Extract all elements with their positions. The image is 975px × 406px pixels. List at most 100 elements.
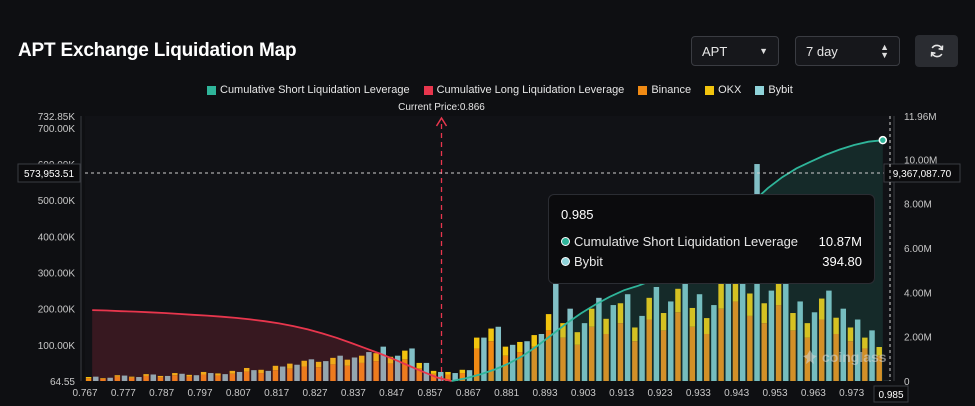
bar-okx [560, 323, 566, 338]
bar-okx [358, 355, 365, 363]
legend-item-long[interactable]: Cumulative Long Liquidation Leverage [423, 84, 625, 96]
tooltip-row: Cumulative Short Liquidation Leverage 10… [561, 234, 862, 249]
bar-binance [560, 337, 566, 381]
left-axis-tick-label: 400.00K [38, 232, 76, 243]
bar-okx [632, 327, 638, 342]
legend-label: Bybit [768, 84, 793, 96]
legend-label: OKX [718, 84, 742, 96]
bar-binance [847, 341, 854, 381]
caret-down-icon: ▼ [759, 46, 768, 56]
updown-icon: ▲ ▼ [880, 42, 889, 60]
bar-okx [200, 371, 207, 375]
bar-okx [157, 375, 164, 378]
bar-okx [488, 328, 494, 342]
bar-okx [502, 346, 509, 356]
bar-binance [157, 377, 164, 381]
bar-binance [833, 333, 839, 381]
bar-okx [315, 361, 322, 368]
x-axis-tick-label: 0.767 [72, 388, 97, 399]
bar-okx [876, 347, 882, 356]
bar-bybit [768, 290, 775, 381]
right-axis-tick-label: 11.96M [904, 112, 937, 123]
bar-bybit [409, 348, 415, 381]
bar-binance [862, 348, 868, 381]
bar-binance [718, 308, 724, 381]
left-axis-tick-label: 500.00K [38, 196, 76, 207]
bar-okx [402, 350, 408, 360]
right-axis-tick-label: 6.00M [904, 244, 932, 255]
bar-bybit [251, 370, 257, 381]
bar-binance [790, 330, 796, 381]
bar-binance [502, 355, 509, 381]
crosshair-left-value: 573,953.51 [24, 169, 74, 180]
bar-bybit [279, 366, 286, 381]
coinglass-logo-icon [803, 350, 817, 364]
bar-okx [545, 314, 552, 331]
bar-binance [258, 373, 264, 381]
bar-binance [128, 377, 135, 381]
legend-item-short[interactable]: Cumulative Short Liquidation Leverage [207, 84, 410, 96]
bar-okx [430, 370, 437, 374]
current-price-arrow-icon [435, 116, 448, 127]
legend-swatch [207, 85, 216, 95]
bar-bybit [495, 326, 502, 381]
bar-bybit [524, 341, 530, 381]
bar-okx [100, 378, 106, 379]
bar-okx [833, 317, 839, 334]
tooltip-title: 0.985 [561, 207, 594, 222]
bar-binance [172, 375, 178, 381]
bar-binance [876, 355, 882, 381]
left-axis-tick-label: 64.55 [50, 377, 75, 388]
bar-okx [804, 323, 811, 338]
bar-bybit [639, 315, 645, 381]
bar-bybit [624, 294, 631, 381]
bar-binance [545, 330, 552, 381]
bar-okx [732, 274, 739, 302]
legend-item-okx[interactable]: OKX [705, 84, 741, 96]
right-axis-tick-label: 2.00M [904, 333, 932, 344]
bar-binance [358, 362, 365, 381]
symbol-select-value: APT [702, 43, 728, 59]
bar-bybit [323, 361, 329, 381]
bar-binance [402, 359, 408, 381]
bar-binance [387, 363, 394, 381]
crosshair-left-box [17, 163, 81, 183]
x-axis-tick-label: 0.881 [494, 388, 519, 399]
bar-binance [143, 375, 149, 381]
bar-okx [416, 362, 422, 369]
bar-okx [703, 318, 710, 334]
bar-okx [718, 283, 724, 309]
bar-okx [272, 365, 279, 371]
legend-item-bybit[interactable]: Bybit [755, 84, 793, 96]
bar-bybit [682, 279, 688, 381]
bar-okx [186, 374, 192, 377]
x-axis-tick-label: 0.797 [187, 388, 212, 399]
bar-bybit [179, 373, 185, 381]
bar-bybit [164, 375, 171, 381]
x-axis-tick-label: 0.827 [302, 388, 327, 399]
bar-binance [517, 352, 523, 381]
bar-bybit [423, 362, 430, 381]
bar-bybit [481, 337, 487, 381]
bar-binance [301, 366, 307, 381]
legend-label: Cumulative Long Liquidation Leverage [436, 84, 625, 96]
refresh-button[interactable] [915, 35, 958, 67]
bar-binance [617, 323, 624, 381]
crosshair-right-box [883, 163, 961, 183]
symbol-select[interactable]: APT ▼ [691, 36, 779, 66]
range-select[interactable]: 7 day ▲ ▼ [795, 36, 900, 66]
legend-item-binance[interactable]: Binance [638, 84, 691, 96]
bar-binance [588, 326, 595, 381]
bar-okx [387, 356, 394, 364]
bar-okx [473, 337, 480, 349]
bar-binance [344, 365, 351, 381]
bar-binance [574, 344, 581, 381]
bar-okx [172, 373, 178, 376]
right-axis-tick-label: 8.00M [904, 200, 932, 211]
bar-bybit [466, 370, 473, 381]
legend-swatch [755, 85, 765, 95]
bar-okx [790, 313, 796, 331]
bar-okx [85, 377, 92, 379]
bar-binance [243, 371, 250, 381]
bar-bybit [438, 371, 444, 381]
